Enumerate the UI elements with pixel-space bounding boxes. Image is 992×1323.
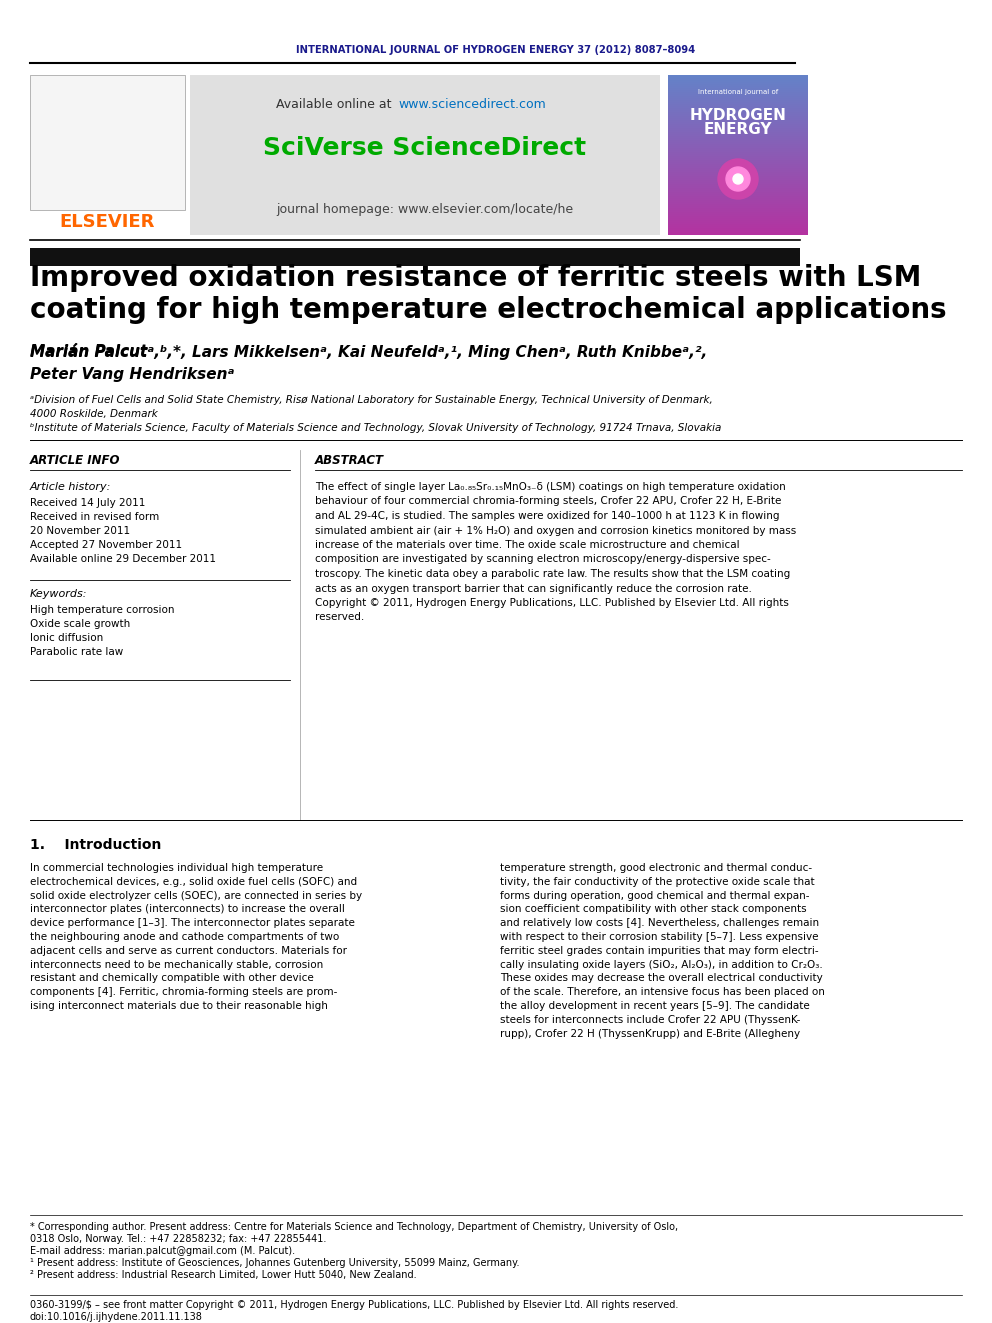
Text: SciVerse ScienceDirect: SciVerse ScienceDirect — [264, 136, 586, 160]
Text: ferritic steel grades contain impurities that may form electri-: ferritic steel grades contain impurities… — [500, 946, 818, 955]
Text: Peter Vang Hendriksenᵃ: Peter Vang Hendriksenᵃ — [30, 366, 234, 381]
Text: 1.    Introduction: 1. Introduction — [30, 837, 162, 852]
Text: tivity, the fair conductivity of the protective oxide scale that: tivity, the fair conductivity of the pro… — [500, 877, 814, 886]
Text: ᵇInstitute of Materials Science, Faculty of Materials Science and Technology, Sl: ᵇInstitute of Materials Science, Faculty… — [30, 423, 721, 433]
Text: ᵃDivision of Fuel Cells and Solid State Chemistry, Risø National Laboratory for : ᵃDivision of Fuel Cells and Solid State … — [30, 396, 712, 405]
Text: cally insulating oxide layers (SiO₂, Al₂O₃), in addition to Cr₂O₃.: cally insulating oxide layers (SiO₂, Al₂… — [500, 959, 822, 970]
Bar — [30, 247, 800, 266]
Text: Keywords:: Keywords: — [30, 589, 87, 599]
Circle shape — [726, 167, 750, 191]
Text: ELSEVIER: ELSEVIER — [60, 213, 155, 232]
Text: resistant and chemically compatible with other device: resistant and chemically compatible with… — [30, 974, 313, 983]
Bar — [30, 75, 185, 210]
Text: ² Present address: Industrial Research Limited, Lower Hutt 5040, New Zealand.: ² Present address: Industrial Research L… — [30, 1270, 417, 1279]
Text: International journal of: International journal of — [698, 89, 778, 95]
Bar — [190, 75, 660, 235]
Text: solid oxide electrolyzer cells (SOEC), are connected in series by: solid oxide electrolyzer cells (SOEC), a… — [30, 890, 362, 901]
Text: HYDROGEN: HYDROGEN — [689, 107, 787, 123]
Text: 20 November 2011: 20 November 2011 — [30, 527, 130, 536]
Text: simulated ambient air (air + 1% H₂O) and oxygen and corrosion kinetics monitored: simulated ambient air (air + 1% H₂O) and… — [315, 525, 797, 536]
Text: Received in revised form: Received in revised form — [30, 512, 160, 523]
Text: steels for interconnects include Crofer 22 APU (ThyssenK-: steels for interconnects include Crofer … — [500, 1015, 801, 1025]
Text: adjacent cells and serve as current conductors. Materials for: adjacent cells and serve as current cond… — [30, 946, 347, 955]
Circle shape — [733, 175, 743, 184]
Text: behaviour of four commercial chromia-forming steels, Crofer 22 APU, Crofer 22 H,: behaviour of four commercial chromia-for… — [315, 496, 782, 507]
Text: Marián Palcutᵃ,ᵇ,*, Lars Mikkelsenᵃ, Kai Neufeldᵃ,¹, Ming Chenᵃ, Ruth Knibbeᵃ,²,: Marián Palcutᵃ,ᵇ,*, Lars Mikkelsenᵃ, Kai… — [30, 344, 707, 360]
Text: electrochemical devices, e.g., solid oxide fuel cells (SOFC) and: electrochemical devices, e.g., solid oxi… — [30, 877, 357, 886]
Text: Available online at: Available online at — [276, 98, 395, 111]
Text: Accepted 27 November 2011: Accepted 27 November 2011 — [30, 540, 183, 550]
Text: * Corresponding author. Present address: Centre for Materials Science and Techno: * Corresponding author. Present address:… — [30, 1222, 679, 1232]
Text: 0318 Oslo, Norway. Tel.: +47 22858232; fax: +47 22855441.: 0318 Oslo, Norway. Tel.: +47 22858232; f… — [30, 1234, 326, 1244]
Text: In commercial technologies individual high temperature: In commercial technologies individual hi… — [30, 863, 323, 873]
Text: and relatively low costs [4]. Nevertheless, challenges remain: and relatively low costs [4]. Neverthele… — [500, 918, 819, 929]
Text: increase of the materials over time. The oxide scale microstructure and chemical: increase of the materials over time. The… — [315, 540, 740, 550]
Text: Available online 29 December 2011: Available online 29 December 2011 — [30, 554, 216, 564]
Text: INTERNATIONAL JOURNAL OF HYDROGEN ENERGY 37 (2012) 8087–8094: INTERNATIONAL JOURNAL OF HYDROGEN ENERGY… — [297, 45, 695, 56]
Text: Received 14 July 2011: Received 14 July 2011 — [30, 497, 146, 508]
Text: ¹ Present address: Institute of Geosciences, Johannes Gutenberg University, 5509: ¹ Present address: Institute of Geoscien… — [30, 1258, 520, 1267]
Text: ising interconnect materials due to their reasonable high: ising interconnect materials due to thei… — [30, 1002, 328, 1011]
Text: Article history:: Article history: — [30, 482, 111, 492]
Text: The effect of single layer La₀.₈₅Sr₀.₁₅MnO₃₋δ (LSM) coatings on high temperature: The effect of single layer La₀.₈₅Sr₀.₁₅M… — [315, 482, 786, 492]
Text: E-mail address: marian.palcut@gmail.com (M. Palcut).: E-mail address: marian.palcut@gmail.com … — [30, 1246, 296, 1256]
Text: 0360-3199/$ – see front matter Copyright © 2011, Hydrogen Energy Publications, L: 0360-3199/$ – see front matter Copyright… — [30, 1301, 679, 1310]
Text: interconnector plates (interconnects) to increase the overall: interconnector plates (interconnects) to… — [30, 905, 345, 914]
Text: Marián Palcut: Marián Palcut — [30, 344, 147, 360]
Text: journal homepage: www.elsevier.com/locate/he: journal homepage: www.elsevier.com/locat… — [277, 204, 573, 217]
Text: rupp), Crofer 22 H (ThyssenKrupp) and E-Brite (Allegheny: rupp), Crofer 22 H (ThyssenKrupp) and E-… — [500, 1028, 801, 1039]
Text: Ionic diffusion: Ionic diffusion — [30, 632, 103, 643]
Text: the alloy development in recent years [5–9]. The candidate: the alloy development in recent years [5… — [500, 1002, 809, 1011]
Text: High temperature corrosion: High temperature corrosion — [30, 605, 175, 615]
Text: temperature strength, good electronic and thermal conduc-: temperature strength, good electronic an… — [500, 863, 812, 873]
Text: forms during operation, good chemical and thermal expan-: forms during operation, good chemical an… — [500, 890, 809, 901]
Circle shape — [718, 159, 758, 198]
Text: reserved.: reserved. — [315, 613, 364, 623]
Text: ABSTRACT: ABSTRACT — [315, 454, 384, 467]
Text: composition are investigated by scanning electron microscopy/energy-dispersive s: composition are investigated by scanning… — [315, 554, 771, 565]
Text: and AL 29-4C, is studied. The samples were oxidized for 140–1000 h at 1123 K in : and AL 29-4C, is studied. The samples we… — [315, 511, 780, 521]
Text: doi:10.1016/j.ijhydene.2011.11.138: doi:10.1016/j.ijhydene.2011.11.138 — [30, 1312, 203, 1322]
Text: coating for high temperature electrochemical applications: coating for high temperature electrochem… — [30, 296, 946, 324]
Text: Copyright © 2011, Hydrogen Energy Publications, LLC. Published by Elsevier Ltd. : Copyright © 2011, Hydrogen Energy Public… — [315, 598, 789, 609]
Text: Improved oxidation resistance of ferritic steels with LSM: Improved oxidation resistance of ferriti… — [30, 265, 922, 292]
Text: with respect to their corrosion stability [5–7]. Less expensive: with respect to their corrosion stabilit… — [500, 931, 818, 942]
Text: www.sciencedirect.com: www.sciencedirect.com — [398, 98, 546, 111]
Text: of the scale. Therefore, an intensive focus has been placed on: of the scale. Therefore, an intensive fo… — [500, 987, 825, 998]
Text: Oxide scale growth: Oxide scale growth — [30, 619, 130, 628]
Text: interconnects need to be mechanically stable, corrosion: interconnects need to be mechanically st… — [30, 959, 323, 970]
Text: components [4]. Ferritic, chromia-forming steels are prom-: components [4]. Ferritic, chromia-formin… — [30, 987, 337, 998]
Text: troscopy. The kinetic data obey a parabolic rate law. The results show that the : troscopy. The kinetic data obey a parabo… — [315, 569, 791, 579]
Text: 4000 Roskilde, Denmark: 4000 Roskilde, Denmark — [30, 409, 158, 419]
Text: sion coefficient compatibility with other stack components: sion coefficient compatibility with othe… — [500, 905, 806, 914]
Text: Parabolic rate law: Parabolic rate law — [30, 647, 123, 658]
Text: ARTICLE INFO: ARTICLE INFO — [30, 454, 120, 467]
Text: ENERGY: ENERGY — [703, 123, 772, 138]
Text: acts as an oxygen transport barrier that can significantly reduce the corrosion : acts as an oxygen transport barrier that… — [315, 583, 752, 594]
Text: These oxides may decrease the overall electrical conductivity: These oxides may decrease the overall el… — [500, 974, 822, 983]
Text: the neighbouring anode and cathode compartments of two: the neighbouring anode and cathode compa… — [30, 931, 339, 942]
Text: device performance [1–3]. The interconnector plates separate: device performance [1–3]. The interconne… — [30, 918, 355, 929]
